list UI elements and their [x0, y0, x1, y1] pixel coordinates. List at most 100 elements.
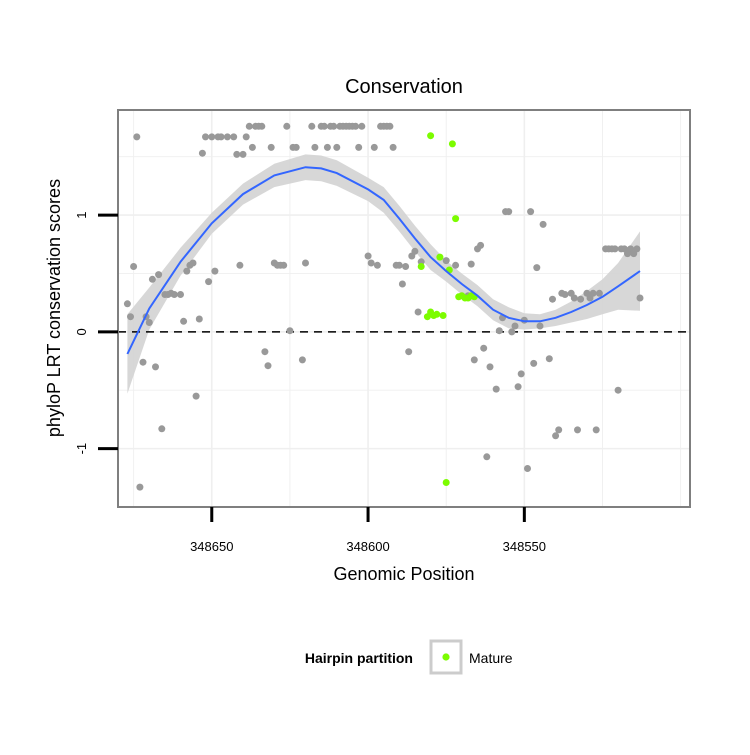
data-point-other [477, 241, 485, 249]
data-point-other [552, 432, 560, 440]
data-point-other [595, 289, 603, 297]
data-point-other [411, 247, 419, 255]
data-point-other [202, 133, 209, 141]
data-point-other [636, 294, 644, 302]
data-point-other [364, 252, 372, 260]
data-point-other [158, 425, 166, 433]
data-point-mature [417, 263, 425, 270]
data-point-other [245, 122, 253, 130]
chart-title: Conservation [345, 76, 463, 98]
data-point-mature [439, 312, 447, 319]
confidence-band [127, 154, 640, 394]
data-point-other [570, 294, 578, 302]
data-point-other [386, 122, 394, 130]
axes: 348650 348600 348550 -1 0 1 [74, 211, 546, 554]
data-point-other [527, 208, 535, 216]
data-point-other [539, 220, 547, 228]
legend: Hairpin partition Mature [305, 639, 513, 675]
data-point-other [145, 319, 153, 326]
data-point-other [298, 356, 306, 364]
data-point-other [283, 122, 291, 130]
data-point-other [130, 263, 138, 270]
data-point-other [180, 317, 188, 325]
data-point-other [358, 122, 366, 130]
data-point-other [248, 143, 256, 151]
data-point-other [492, 385, 500, 393]
data-point-other [261, 348, 269, 356]
data-point-other [511, 322, 519, 330]
data-point-other [239, 150, 247, 158]
y-tick-label: -1 [74, 443, 89, 455]
data-point-other [236, 261, 244, 269]
data-point-other [395, 261, 403, 269]
data-point-other [267, 143, 275, 151]
data-point-other [136, 483, 144, 491]
data-point-other [198, 149, 206, 157]
data-point-mature [452, 215, 460, 223]
data-point-other [373, 261, 381, 269]
data-point-other [633, 245, 641, 253]
data-point-other [183, 267, 191, 275]
data-point-other [264, 362, 272, 370]
data-point-other [398, 280, 406, 288]
data-point-other [452, 261, 460, 269]
data-point-other [589, 289, 597, 297]
data-point-other [230, 133, 238, 141]
data-point-other [495, 327, 503, 335]
data-point-other [280, 261, 288, 269]
data-point-other [242, 133, 250, 141]
data-point-other [574, 426, 581, 434]
data-point-other [127, 313, 134, 321]
data-point-other [211, 267, 219, 275]
data-point-other [233, 150, 241, 158]
y-tick-label: 1 [74, 211, 89, 218]
x-tick-label: 348600 [346, 539, 389, 554]
data-point-other [323, 143, 331, 151]
data-point-other [389, 143, 397, 151]
data-point-other [189, 259, 197, 267]
data-point-other [205, 278, 213, 286]
y-tick-label: 0 [74, 328, 89, 335]
data-point-other [614, 386, 622, 394]
data-point-other [292, 143, 300, 151]
data-point-other [370, 143, 378, 151]
data-point-other [258, 122, 266, 130]
smooth-line [126, 166, 641, 355]
y-axis-label: phyloP LRT conservation scores [44, 179, 64, 437]
data-point-other [192, 392, 200, 400]
data-point-other [442, 257, 450, 265]
data-point-other [139, 358, 147, 366]
data-point-other [549, 295, 556, 303]
data-point-other [611, 245, 619, 253]
data-point-other [152, 363, 159, 371]
data-point-other [208, 133, 216, 141]
data-point-mature [436, 253, 444, 261]
data-point-other [148, 275, 156, 283]
data-point-other [592, 426, 600, 434]
data-point-other [311, 143, 319, 151]
data-point-other [483, 453, 491, 461]
data-point-mature [430, 312, 438, 319]
data-point-other [302, 259, 309, 267]
legend-title: Hairpin partition [305, 650, 413, 666]
data-point-other [508, 328, 516, 336]
data-point-other [486, 363, 494, 371]
data-point-other [530, 359, 538, 367]
data-point-other [533, 264, 541, 272]
data-point-other [217, 133, 225, 141]
data-point-other [133, 133, 141, 141]
data-point-other [561, 291, 569, 298]
data-point-other [467, 260, 475, 268]
panel-frame [117, 109, 691, 508]
x-tick-label: 348650 [190, 539, 233, 554]
data-point-other [405, 348, 413, 356]
data-point-other [524, 465, 531, 472]
data-point-other [517, 370, 525, 378]
x-tick-label: 348550 [503, 539, 546, 554]
data-point-mature [448, 140, 456, 148]
data-point-other [223, 133, 231, 141]
data-point-other [195, 315, 203, 323]
data-point-other [402, 263, 410, 270]
data-point-other [536, 322, 544, 330]
